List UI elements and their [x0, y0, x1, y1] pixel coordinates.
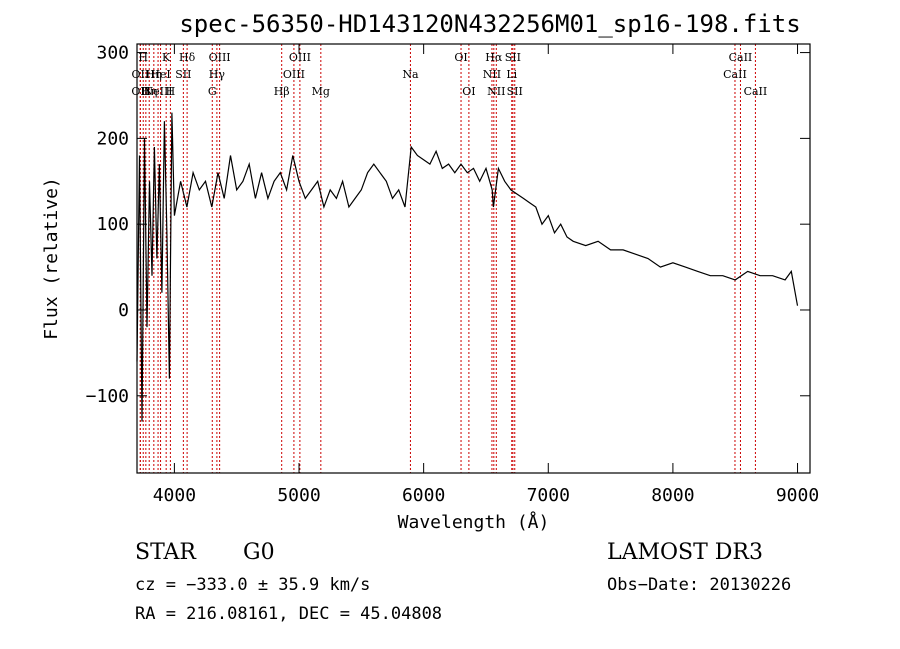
- redshift-cz: cz = −333.0 ± 35.9 km/s: [135, 575, 371, 595]
- line-label: K: [162, 51, 171, 64]
- y-tick-label: 300: [96, 43, 129, 64]
- y-tick-label: −100: [86, 386, 129, 407]
- line-label: Hβ: [274, 85, 290, 98]
- line-label: CaII: [744, 85, 768, 98]
- line-label: SII: [505, 51, 521, 64]
- line-label: Hγ: [209, 68, 226, 81]
- y-axis-ticks: −100 0 100 200 300: [86, 43, 810, 407]
- line-label: SII: [175, 68, 191, 81]
- y-tick-label: 200: [96, 128, 129, 149]
- line-label: H: [166, 85, 176, 98]
- x-axis-label: Wavelength (Å): [398, 511, 550, 533]
- object-class: STAR: [135, 540, 196, 565]
- survey-name: LAMOST DR3: [607, 540, 763, 565]
- line-label: OIII: [289, 51, 311, 64]
- x-tick-label: 4000: [153, 485, 196, 506]
- object-subclass: G0: [243, 540, 275, 565]
- x-tick-label: 9000: [776, 485, 819, 506]
- line-label: Hη: [146, 68, 162, 81]
- line-label: NII: [483, 68, 501, 81]
- line-label: Hη: [141, 85, 157, 98]
- y-tick-label: 0: [118, 300, 129, 321]
- x-tick-label: 5000: [277, 485, 320, 506]
- line-label: OII: [131, 85, 149, 98]
- line-label: OI: [454, 51, 467, 64]
- line-label: H: [138, 51, 148, 64]
- spectral-line-markers: [139, 44, 756, 473]
- line-label: OII: [132, 68, 150, 81]
- line-label: Na: [402, 68, 419, 81]
- observation-date: Obs−Date: 20130226: [607, 575, 792, 595]
- line-label: H: [141, 85, 151, 98]
- line-label: HeI: [150, 68, 170, 81]
- y-axis-label: Flux (relative): [41, 177, 62, 340]
- line-label: Li: [506, 68, 517, 81]
- line-label: NII: [487, 85, 505, 98]
- x-axis-ticks: 4000 5000 6000 7000 8000 9000: [153, 44, 819, 506]
- line-label: CaII: [729, 51, 753, 64]
- chart-title: spec-56350-HD143120N432256M01_sp16-198.f…: [179, 10, 801, 38]
- coordinates: RA = 216.08161, DEC = 45.04808: [135, 604, 443, 624]
- line-label: NeIII: [143, 85, 172, 98]
- spectrum-series: [136, 112, 799, 422]
- spectrum-line: [136, 112, 799, 422]
- spectral-line-labels: OIIOIIHHHηHηNeIIIHeIKHSIIHδGHγOIIIHβOIII…: [131, 51, 767, 98]
- x-tick-label: 7000: [527, 485, 570, 506]
- line-label: OI: [462, 85, 475, 98]
- line-label: Mg: [312, 85, 330, 98]
- plot-frame: [136, 43, 811, 474]
- line-label: CaII: [723, 68, 747, 81]
- line-label: SII: [507, 85, 523, 98]
- line-label: G: [208, 85, 217, 98]
- x-tick-label: 8000: [651, 485, 694, 506]
- x-tick-label: 6000: [402, 485, 445, 506]
- line-label: OIII: [209, 51, 231, 64]
- line-label: Hα: [485, 51, 503, 64]
- line-label: OIII: [283, 68, 305, 81]
- y-tick-label: 100: [96, 214, 129, 235]
- line-label: Hδ: [179, 51, 196, 64]
